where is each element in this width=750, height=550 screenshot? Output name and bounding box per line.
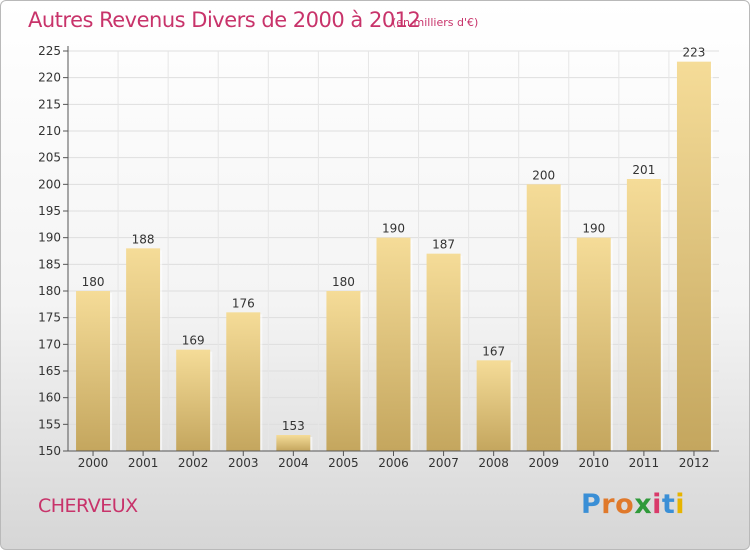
x-tick-label: 2006 bbox=[378, 456, 409, 470]
y-tick-label: 220 bbox=[38, 71, 61, 85]
bar-highlight bbox=[611, 240, 613, 451]
bar bbox=[226, 312, 260, 451]
y-tick-label: 160 bbox=[38, 391, 61, 405]
bar-value-label: 169 bbox=[182, 334, 205, 348]
bar-value-label: 176 bbox=[232, 296, 255, 310]
bar bbox=[477, 360, 511, 451]
bar-value-label: 190 bbox=[382, 222, 405, 236]
x-tick-label: 2009 bbox=[528, 456, 559, 470]
bar bbox=[677, 62, 711, 451]
bar-value-label: 180 bbox=[332, 275, 355, 289]
bar-value-label: 187 bbox=[432, 238, 455, 252]
bar-highlight bbox=[260, 314, 262, 451]
bar-value-label: 167 bbox=[482, 344, 505, 358]
bar-value-label: 188 bbox=[132, 232, 155, 246]
bar bbox=[126, 248, 160, 451]
commune-name: CHERVEUX bbox=[38, 495, 138, 517]
bar-highlight bbox=[160, 250, 162, 451]
bar-highlight bbox=[461, 256, 463, 451]
y-tick-label: 175 bbox=[38, 311, 61, 325]
proxiti-logo: Proxiti bbox=[581, 489, 685, 520]
bar-highlight bbox=[210, 352, 212, 451]
bar-highlight bbox=[511, 362, 513, 451]
y-tick-label: 165 bbox=[38, 364, 61, 378]
y-tick-label: 155 bbox=[38, 417, 61, 431]
y-tick-label: 150 bbox=[38, 444, 61, 458]
logo-letter: i bbox=[652, 489, 662, 520]
bar-highlight bbox=[661, 181, 663, 451]
bar-value-label: 190 bbox=[582, 222, 605, 236]
logo-letter: P bbox=[581, 489, 601, 520]
bar bbox=[527, 184, 561, 451]
y-tick-label: 205 bbox=[38, 151, 61, 165]
y-tick-label: 215 bbox=[38, 97, 61, 111]
bar-value-label: 180 bbox=[82, 275, 105, 289]
x-tick-label: 2005 bbox=[328, 456, 359, 470]
bar bbox=[326, 291, 360, 451]
x-tick-label: 2003 bbox=[228, 456, 259, 470]
y-tick-label: 195 bbox=[38, 204, 61, 218]
y-tick-label: 210 bbox=[38, 124, 61, 138]
bar-value-label: 201 bbox=[632, 163, 655, 177]
logo-letter: x bbox=[634, 489, 652, 520]
bar-highlight bbox=[310, 437, 312, 451]
logo-letter: t bbox=[662, 489, 675, 520]
y-tick-label: 185 bbox=[38, 257, 61, 271]
bar bbox=[176, 350, 210, 451]
x-tick-label: 2008 bbox=[478, 456, 509, 470]
bar bbox=[76, 291, 110, 451]
x-tick-label: 2007 bbox=[428, 456, 459, 470]
bar bbox=[627, 179, 661, 451]
x-tick-label: 2000 bbox=[78, 456, 109, 470]
bar bbox=[276, 435, 310, 451]
bar-highlight bbox=[411, 240, 413, 451]
y-tick-label: 170 bbox=[38, 337, 61, 351]
x-tick-label: 2004 bbox=[278, 456, 309, 470]
bar bbox=[427, 254, 461, 451]
logo-letter: i bbox=[675, 489, 685, 520]
y-tick-label: 225 bbox=[38, 44, 61, 58]
y-tick-label: 180 bbox=[38, 284, 61, 298]
bar bbox=[577, 238, 611, 451]
x-tick-label: 2002 bbox=[178, 456, 209, 470]
y-tick-label: 190 bbox=[38, 231, 61, 245]
x-tick-label: 2010 bbox=[579, 456, 610, 470]
y-tick-label: 200 bbox=[38, 177, 61, 191]
bar-highlight bbox=[561, 186, 563, 451]
bar-value-label: 153 bbox=[282, 419, 305, 433]
bar-highlight bbox=[110, 293, 112, 451]
x-tick-label: 2011 bbox=[629, 456, 660, 470]
bar-value-label: 223 bbox=[683, 46, 706, 60]
x-tick-label: 2001 bbox=[128, 456, 159, 470]
bar-highlight bbox=[711, 64, 713, 451]
logo-letter: o bbox=[615, 489, 634, 520]
x-tick-label: 2012 bbox=[679, 456, 710, 470]
bar-highlight bbox=[360, 293, 362, 451]
bar-value-label: 200 bbox=[532, 168, 555, 182]
bar bbox=[377, 238, 411, 451]
logo-letter: r bbox=[601, 489, 615, 520]
